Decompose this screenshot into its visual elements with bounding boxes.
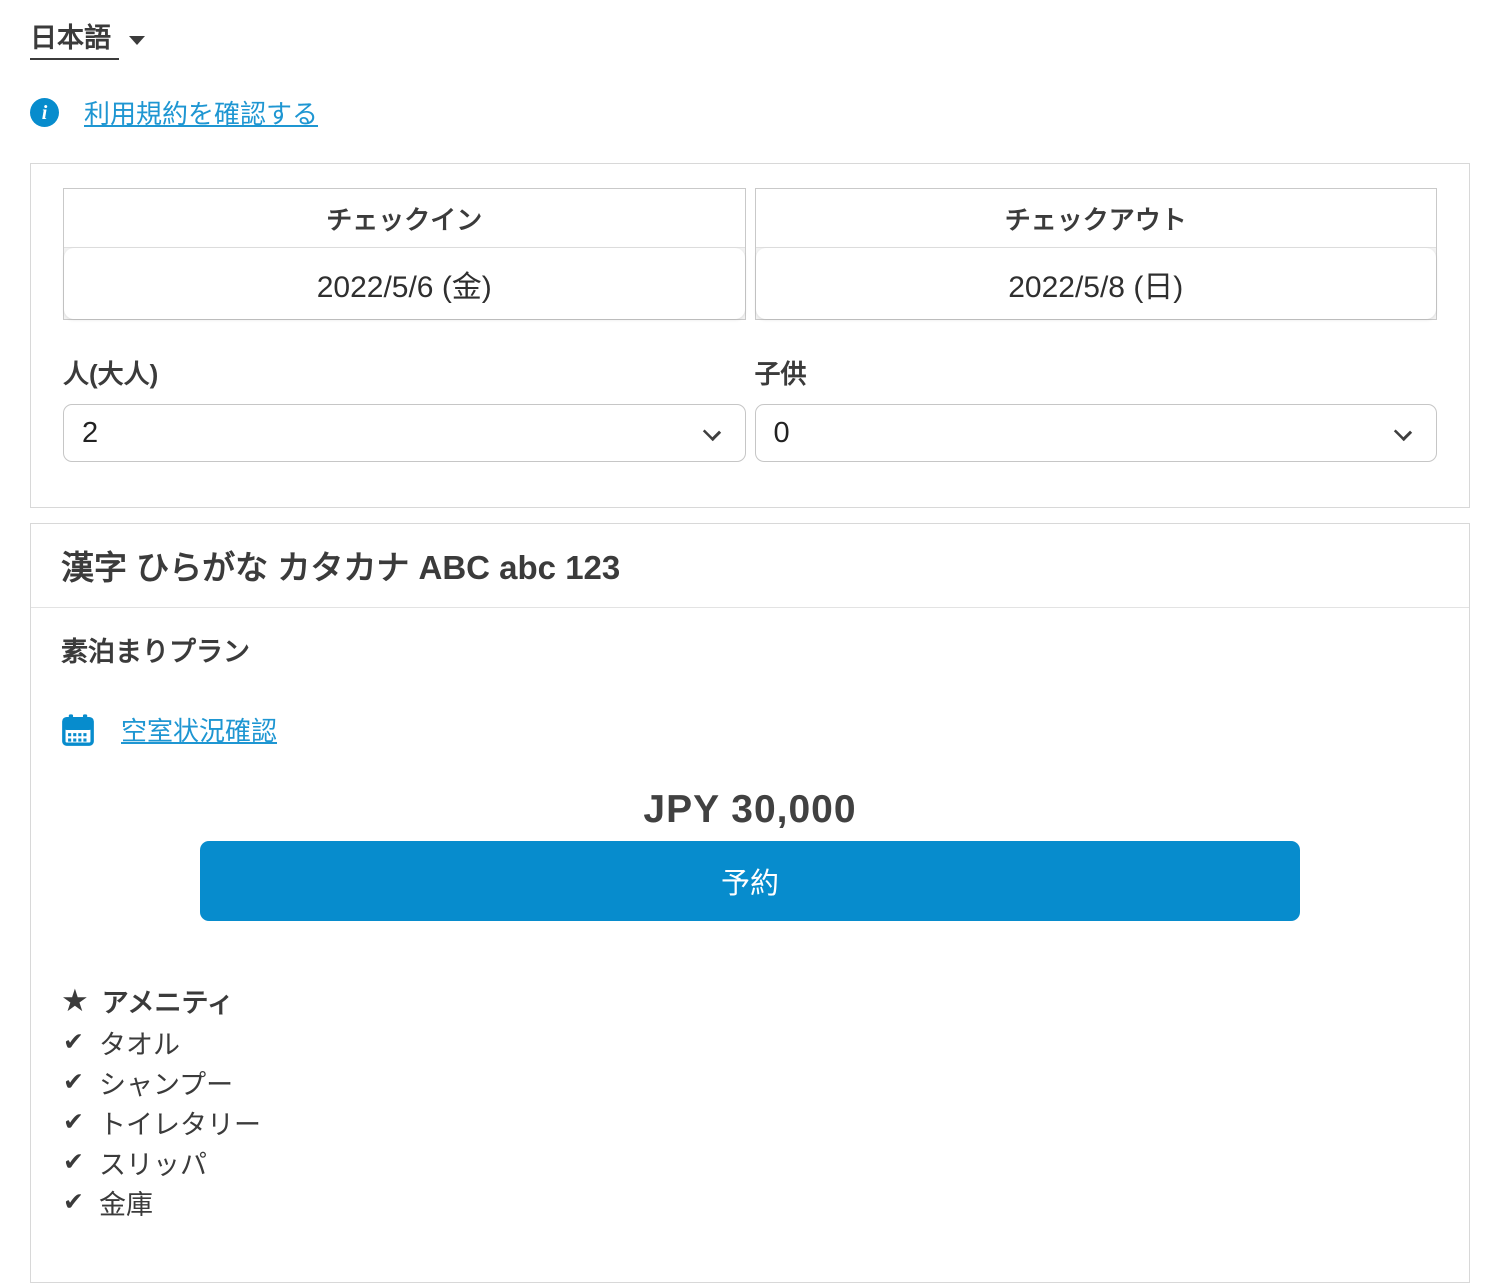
list-item: ✔ スリッパ <box>63 1142 1439 1182</box>
star-icon: ★ <box>61 983 89 1018</box>
adults-label: 人(大人) <box>63 359 159 389</box>
children-label: 子供 <box>754 359 807 389</box>
amenity-label: タオル <box>98 1029 180 1060</box>
checkin-field: チェックイン 2022/5/6 (金) <box>63 188 746 320</box>
checkin-label: チェックイン <box>64 189 745 248</box>
info-glyph: i <box>41 101 48 124</box>
list-item: ✔ 金庫 <box>63 1182 1439 1222</box>
page: 日本語 i 利用規約を確認する チェックイン 2022/5/6 (金) チェック… <box>30 16 1470 1283</box>
price-label: JPY 30,000 <box>643 788 857 831</box>
calendar-icon <box>62 713 94 746</box>
amenities-title: アメニティ <box>101 988 234 1018</box>
amenity-label: シャンプー <box>98 1069 234 1100</box>
room-card: 漢字 ひらがな カタカナ ABC abc 123 素泊まりプラン 空室状況確認 … <box>30 523 1470 1283</box>
booking-panel: チェックイン 2022/5/6 (金) チェックアウト 2022/5/8 (日)… <box>30 163 1470 508</box>
amenity-label: スリッパ <box>98 1149 207 1180</box>
check-icon: ✔ <box>63 1147 84 1176</box>
amenities-list: ✔ タオル ✔ シャンプー ✔ トイレタリー ✔ スリッパ ✔ 金庫 <box>63 1022 1439 1222</box>
availability-link[interactable]: 空室状況確認 <box>121 716 278 746</box>
checkout-value[interactable]: 2022/5/8 (日) <box>755 248 1436 319</box>
plan-name: 素泊まりプラン <box>61 637 250 667</box>
dates-grid: チェックイン 2022/5/6 (金) チェックアウト 2022/5/8 (日) <box>63 188 1437 320</box>
terms-row: i 利用規約を確認する <box>30 94 318 131</box>
list-item: ✔ トイレタリー <box>63 1102 1439 1142</box>
checkout-label: チェックアウト <box>755 189 1436 248</box>
terms-link[interactable]: 利用規約を確認する <box>84 99 319 129</box>
amenities-header: ★ アメニティ <box>61 981 1439 1020</box>
language-label: 日本語 <box>30 16 119 60</box>
amenity-label: トイレタリー <box>98 1109 261 1140</box>
check-icon: ✔ <box>63 1107 84 1136</box>
list-item: ✔ シャンプー <box>63 1062 1439 1102</box>
reserve-button[interactable]: 予約 <box>200 841 1300 921</box>
chevron-down-icon <box>1393 422 1413 442</box>
guest-labels-row: 人(大人) 子供 <box>63 354 1437 391</box>
amenity-label: 金庫 <box>98 1189 153 1220</box>
children-select[interactable]: 0 <box>754 404 1437 462</box>
adults-select-value: 2 <box>82 416 99 449</box>
check-icon: ✔ <box>63 1027 84 1056</box>
guest-selects-row: 2 0 <box>63 404 1437 462</box>
checkin-value[interactable]: 2022/5/6 (金) <box>64 248 745 319</box>
list-item: ✔ タオル <box>63 1022 1439 1062</box>
checkout-field: チェックアウト 2022/5/8 (日) <box>754 188 1437 320</box>
caret-down-icon <box>129 35 145 45</box>
info-icon: i <box>30 98 59 127</box>
check-icon: ✔ <box>63 1067 84 1096</box>
availability-row: 空室状況確認 <box>61 711 1439 748</box>
chevron-down-icon <box>702 422 721 442</box>
check-icon: ✔ <box>63 1187 84 1216</box>
language-selector[interactable]: 日本語 <box>30 16 145 60</box>
room-title: 漢字 ひらがな カタカナ ABC abc 123 <box>31 524 1469 608</box>
adults-select[interactable]: 2 <box>63 404 746 462</box>
children-select-value: 0 <box>773 416 790 449</box>
